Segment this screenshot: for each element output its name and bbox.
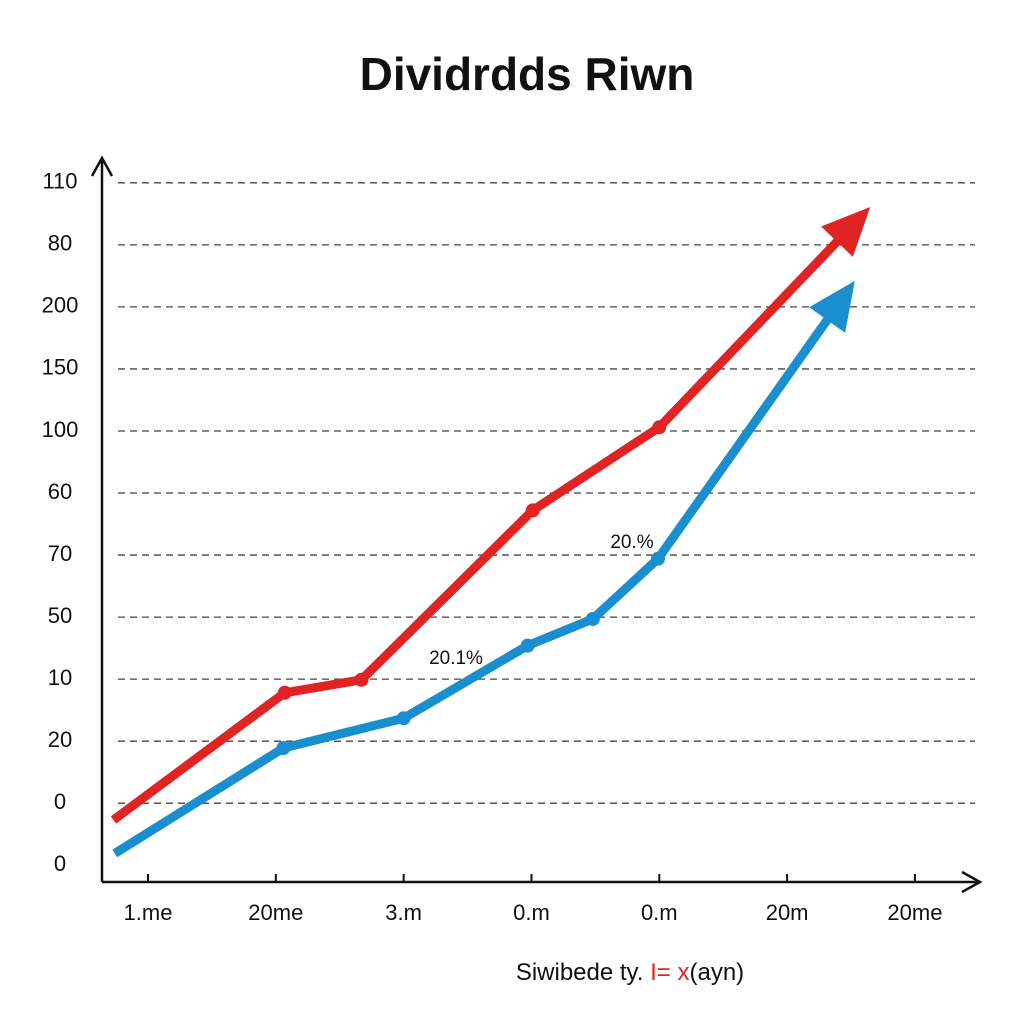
point [396,711,411,726]
x-tick-label: 3.m [385,900,422,925]
point [277,685,292,700]
annotation: 20.1% [429,648,483,669]
x-tick-label: 0.m [513,900,550,925]
plot [110,207,871,858]
x-axis-label-part: Siwibede ty. [516,959,644,986]
x-axis [102,870,983,894]
y-tick-label: 100 [42,417,79,442]
x-tick-label: 20me [248,900,303,925]
y-tick-label: 110 [42,169,77,194]
arrow-head [821,207,871,257]
x-axis-label-part: x [677,959,689,986]
y-axis [90,155,114,882]
y-tick-label: 0 [54,789,66,814]
y-tick-label: 60 [48,479,72,504]
y-tick-label: 0 [54,851,66,876]
chart-title: Dividrdds Riwn [360,48,695,100]
x-tick-label: 20me [887,900,942,925]
x-axis-label-part: I= [650,959,671,986]
point [651,551,666,566]
y-tick-label: 200 [42,293,79,318]
point [585,611,600,626]
x-tick-label: 20m [766,900,809,925]
point [652,420,667,435]
y-tick-label: 70 [48,541,72,566]
y-tick-label: 150 [42,355,79,380]
line [110,234,845,824]
annotation: 20.% [610,532,653,553]
y-tick-label: 80 [48,231,72,256]
point [525,503,540,518]
y-tick-label: 10 [48,665,72,690]
y-tick-label: 50 [48,603,72,628]
x-axis-label: Siwibede ty. I= x(ayn) [516,959,744,986]
y-tick-label: 20 [48,727,72,752]
x-tick-label: 1.me [124,900,173,925]
point [354,672,369,687]
arrow-head [809,280,855,333]
x-tick-label: 0.m [641,900,678,925]
x-axis-label-part: (ayn) [689,959,744,986]
point [520,638,535,653]
point [276,740,291,755]
